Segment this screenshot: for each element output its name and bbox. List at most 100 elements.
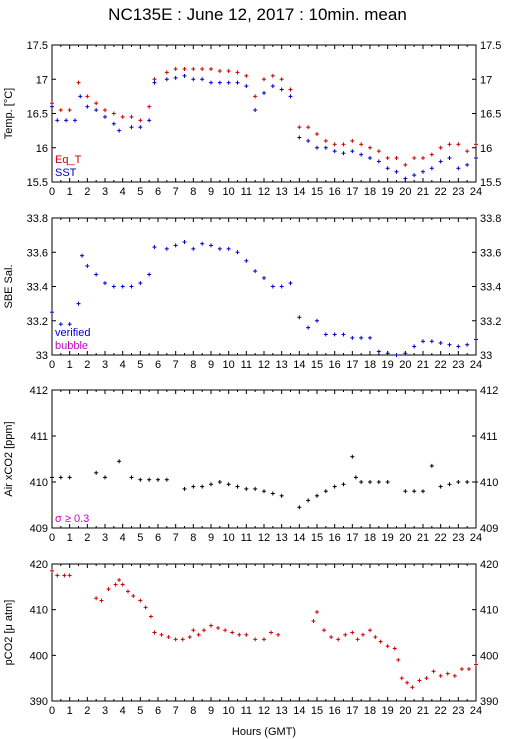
x-tick-label: 0 [49,705,55,717]
x-tick-label: 17 [346,532,358,544]
x-tick-label: 5 [137,359,143,371]
x-tick-label: 19 [382,359,394,371]
y-tick-label-right: 33.4 [480,282,501,294]
y-tick-label-right: 33.6 [480,247,501,259]
x-tick-label: 17 [346,705,358,717]
x-tick-label: 7 [173,359,179,371]
x-tick-label: 9 [208,186,214,198]
x-tick-label: 8 [190,186,196,198]
y-tick-label-left: 17 [36,74,48,86]
x-tick-label: 1 [67,532,73,544]
y-tick-label-left: 409 [30,523,48,535]
x-tick-label: 1 [67,705,73,717]
x-tick-label: 3 [102,359,108,371]
x-tick-label: 20 [399,532,411,544]
y-tick-label-right: 412 [480,385,498,397]
x-tick-label: 24 [470,359,482,371]
air-xco2-panel: 0 1 2 3 4 5 6 7 8 9 10 11 12 13 14 15 16 17 18 19 20 21 22 23 24… [3,385,498,544]
y-tick-label-left: 410 [30,605,48,617]
x-tick-label: 14 [293,359,305,371]
x-tick-label: 3 [102,532,108,544]
y-tick-label-right: 33.8 [480,213,501,225]
x-tick-label: 2 [84,705,90,717]
x-tick-label: 14 [293,186,305,198]
x-tick-label: 18 [364,705,376,717]
y-tick-label-left: 412 [30,385,48,397]
y-tick-label-right: 410 [480,605,498,617]
x-tick-label: 7 [173,532,179,544]
x-tick-label: 12 [258,532,270,544]
y-tick-label-right: 16.5 [480,109,501,121]
x-tick-label: 6 [155,359,161,371]
y-tick-label-right: 16 [480,143,492,155]
y-tick-label-left: 410 [30,477,48,489]
x-tick-label: 11 [241,186,252,198]
x-tick-label: 13 [276,359,288,371]
x-tick-label: 2 [84,186,90,198]
x-tick-label: 23 [452,186,464,198]
x-tick-label: 23 [452,532,464,544]
x-tick-label: 24 [470,186,482,198]
legend-entry: bubble [55,340,88,352]
x-tick-label: 7 [173,705,179,717]
x-tick-label: 9 [208,532,214,544]
y-tick-label-right: 411 [480,431,498,443]
legend-entry: Eq_T [55,154,82,166]
y-tick-label-left: 16 [36,143,48,155]
x-tick-label: 12 [258,705,270,717]
x-tick-label: 3 [102,186,108,198]
x-tick-label: 20 [399,705,411,717]
y-tick-label-left: 16.5 [27,109,48,121]
x-tick-label: 11 [241,359,252,371]
y-tick-label-right: 17.5 [480,40,501,52]
y-tick-label-left: 17.5 [27,40,48,52]
x-tick-label: 12 [258,359,270,371]
x-tick-label: 15 [311,186,323,198]
legend-entry: verified [55,327,90,339]
x-axis-label: Hours (GMT) [232,726,296,738]
x-tick-label: 19 [382,532,394,544]
x-tick-label: 16 [329,705,341,717]
x-tick-label: 13 [276,532,288,544]
x-tick-label: 13 [276,186,288,198]
x-tick-label: 14 [293,532,305,544]
x-tick-label: 22 [435,532,447,544]
x-tick-label: 1 [67,186,73,198]
air-xco2-y-axis-label: Air xCO2 [ppm] [3,421,15,496]
x-tick-label: 15 [311,705,323,717]
x-tick-label: 14 [293,705,305,717]
x-tick-label: 0 [49,359,55,371]
pco2-panel: 0 1 2 3 4 5 6 7 8 9 10 11 12 13 14 15 16 17 18 19 20 21 22 23 24… [3,559,498,717]
x-tick-label: 20 [399,186,411,198]
y-tick-label-right: 400 [480,650,498,662]
x-tick-label: 4 [120,186,126,198]
x-tick-label: 16 [329,359,341,371]
x-tick-label: 11 [241,705,252,717]
x-tick-label: 24 [470,705,482,717]
y-tick-label-left: 390 [30,696,48,708]
x-tick-label: 15 [311,359,323,371]
x-tick-label: 5 [137,705,143,717]
x-tick-label: 0 [49,532,55,544]
x-tick-label: 21 [417,359,429,371]
temperature-panel: 0 1 2 3 4 5 6 7 8 9 10 11 12 13 14 15 16 17 18 19 20 21 22 23 24… [3,40,501,198]
x-tick-label: 18 [364,186,376,198]
x-tick-label: 15 [311,532,323,544]
y-tick-label-left: 15.5 [27,177,48,189]
x-tick-label: 20 [399,359,411,371]
salinity-y-axis-label: SBE Sal. [3,264,15,308]
x-tick-label: 9 [208,705,214,717]
x-tick-label: 8 [190,532,196,544]
y-tick-label-right: 33.2 [480,316,501,328]
x-tick-label: 22 [435,359,447,371]
y-tick-label-right: 390 [480,696,498,708]
x-tick-label: 16 [329,532,341,544]
x-tick-label: 6 [155,705,161,717]
y-tick-label-left: 33.6 [27,247,48,259]
x-tick-label: 0 [49,186,55,198]
y-tick-label-left: 33.4 [27,282,48,294]
x-tick-label: 17 [346,186,358,198]
x-tick-label: 6 [155,532,161,544]
x-tick-label: 22 [435,186,447,198]
x-tick-label: 18 [364,532,376,544]
